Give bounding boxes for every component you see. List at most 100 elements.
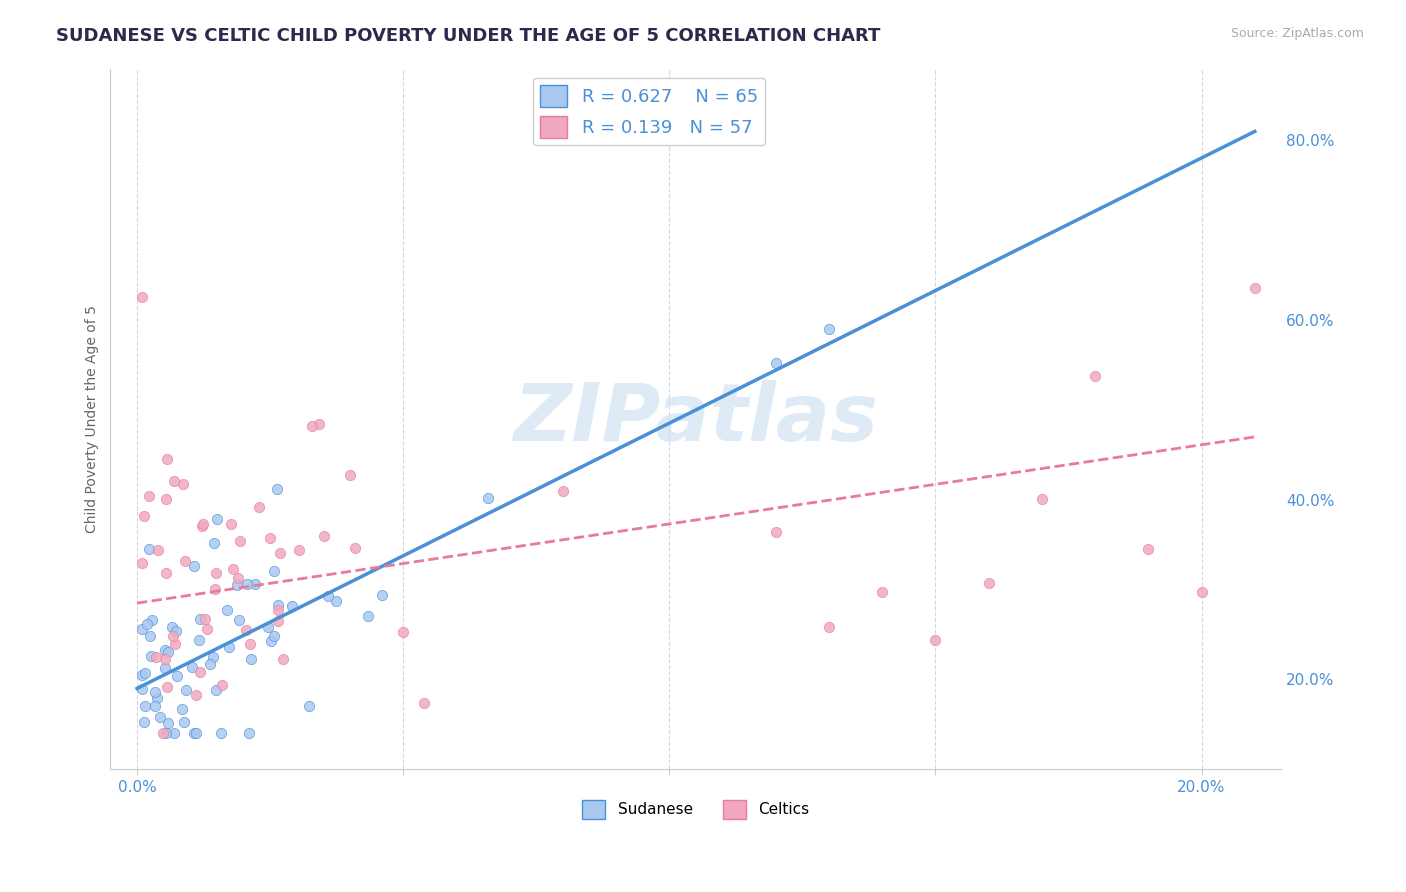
Point [181, 660, 204, 674]
Point [209, 726, 232, 740]
Point [818, 620, 841, 634]
Point [156, 680, 179, 694]
Point [260, 634, 283, 648]
Point [141, 648, 163, 663]
Point [153, 652, 176, 666]
Point [316, 589, 339, 603]
Point [238, 726, 260, 740]
Point [155, 492, 177, 507]
Point [221, 516, 243, 531]
Point [356, 609, 378, 624]
Point [138, 489, 160, 503]
Point [259, 531, 281, 545]
Point [344, 541, 367, 555]
Point [236, 577, 259, 591]
Point [135, 616, 157, 631]
Point [226, 578, 249, 592]
Text: Source: ZipAtlas.com: Source: ZipAtlas.com [1230, 27, 1364, 40]
Point [183, 558, 205, 573]
Point [1084, 369, 1107, 384]
Point [188, 665, 211, 679]
Point [228, 613, 250, 627]
Point [765, 355, 787, 369]
Point [134, 699, 156, 714]
Point [205, 512, 228, 526]
Point [143, 685, 166, 699]
Point [155, 726, 177, 740]
Point [165, 624, 187, 638]
Point [1137, 541, 1160, 556]
Point [156, 452, 179, 467]
Point [273, 651, 295, 665]
Point [477, 491, 499, 505]
Point [325, 593, 347, 607]
Point [229, 533, 252, 548]
Point [204, 682, 226, 697]
Point [200, 657, 222, 671]
Point [201, 650, 224, 665]
Point [267, 614, 290, 628]
Point [163, 726, 186, 740]
Point [146, 690, 169, 705]
Point [152, 726, 174, 740]
Point [263, 629, 285, 643]
Point [134, 665, 156, 680]
Point [146, 543, 169, 558]
Point [145, 650, 167, 665]
Point [163, 475, 186, 489]
Point [226, 571, 249, 585]
Point [256, 620, 278, 634]
Point [141, 613, 163, 627]
Point [339, 468, 361, 483]
Point [191, 516, 214, 531]
Point [243, 577, 266, 591]
Point [818, 322, 841, 336]
Point [183, 726, 205, 740]
Point [267, 602, 290, 616]
Point [149, 710, 172, 724]
Text: ZIPatlas: ZIPatlas [513, 380, 879, 458]
Point [263, 564, 285, 578]
Point [174, 554, 197, 568]
Point [551, 483, 574, 498]
Point [211, 678, 233, 692]
Point [240, 651, 263, 665]
Point [301, 418, 323, 433]
Point [173, 714, 195, 729]
Point [157, 715, 180, 730]
Point [172, 477, 194, 491]
Point [160, 619, 183, 633]
Point [924, 633, 946, 648]
Point [204, 582, 226, 596]
Point [166, 669, 188, 683]
Y-axis label: Child Poverty Under the Age of 5: Child Poverty Under the Age of 5 [86, 305, 100, 533]
Point [298, 698, 321, 713]
Point [195, 623, 218, 637]
Point [1243, 281, 1265, 295]
Point [191, 519, 214, 533]
Point [131, 556, 153, 570]
Point [156, 645, 179, 659]
Point [281, 599, 304, 614]
Point [162, 629, 184, 643]
Point [239, 637, 262, 651]
Text: SUDANESE VS CELTIC CHILD POVERTY UNDER THE AGE OF 5 CORRELATION CHART: SUDANESE VS CELTIC CHILD POVERTY UNDER T… [56, 27, 880, 45]
Point [139, 629, 162, 643]
Point [308, 417, 330, 431]
Point [131, 668, 153, 682]
Point [188, 633, 211, 648]
Point [288, 543, 311, 558]
Point [218, 640, 240, 654]
Point [371, 588, 394, 602]
Point [172, 702, 194, 716]
Legend: Sudanese, Celtics: Sudanese, Celtics [576, 794, 815, 825]
Point [266, 482, 288, 496]
Point [174, 682, 197, 697]
Point [312, 529, 335, 543]
Point [131, 290, 153, 304]
Point [194, 612, 217, 626]
Point [132, 509, 155, 524]
Point [153, 643, 176, 657]
Point [977, 576, 1000, 591]
Point [202, 536, 225, 550]
